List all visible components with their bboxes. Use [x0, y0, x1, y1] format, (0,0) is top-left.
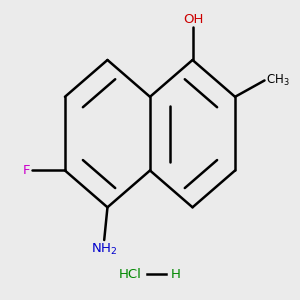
- Text: F: F: [23, 164, 31, 177]
- Text: CH$_3$: CH$_3$: [266, 73, 290, 88]
- Text: H: H: [171, 268, 181, 281]
- Text: NH$_2$: NH$_2$: [91, 242, 117, 257]
- Text: HCl: HCl: [119, 268, 142, 281]
- Text: OH: OH: [183, 13, 204, 26]
